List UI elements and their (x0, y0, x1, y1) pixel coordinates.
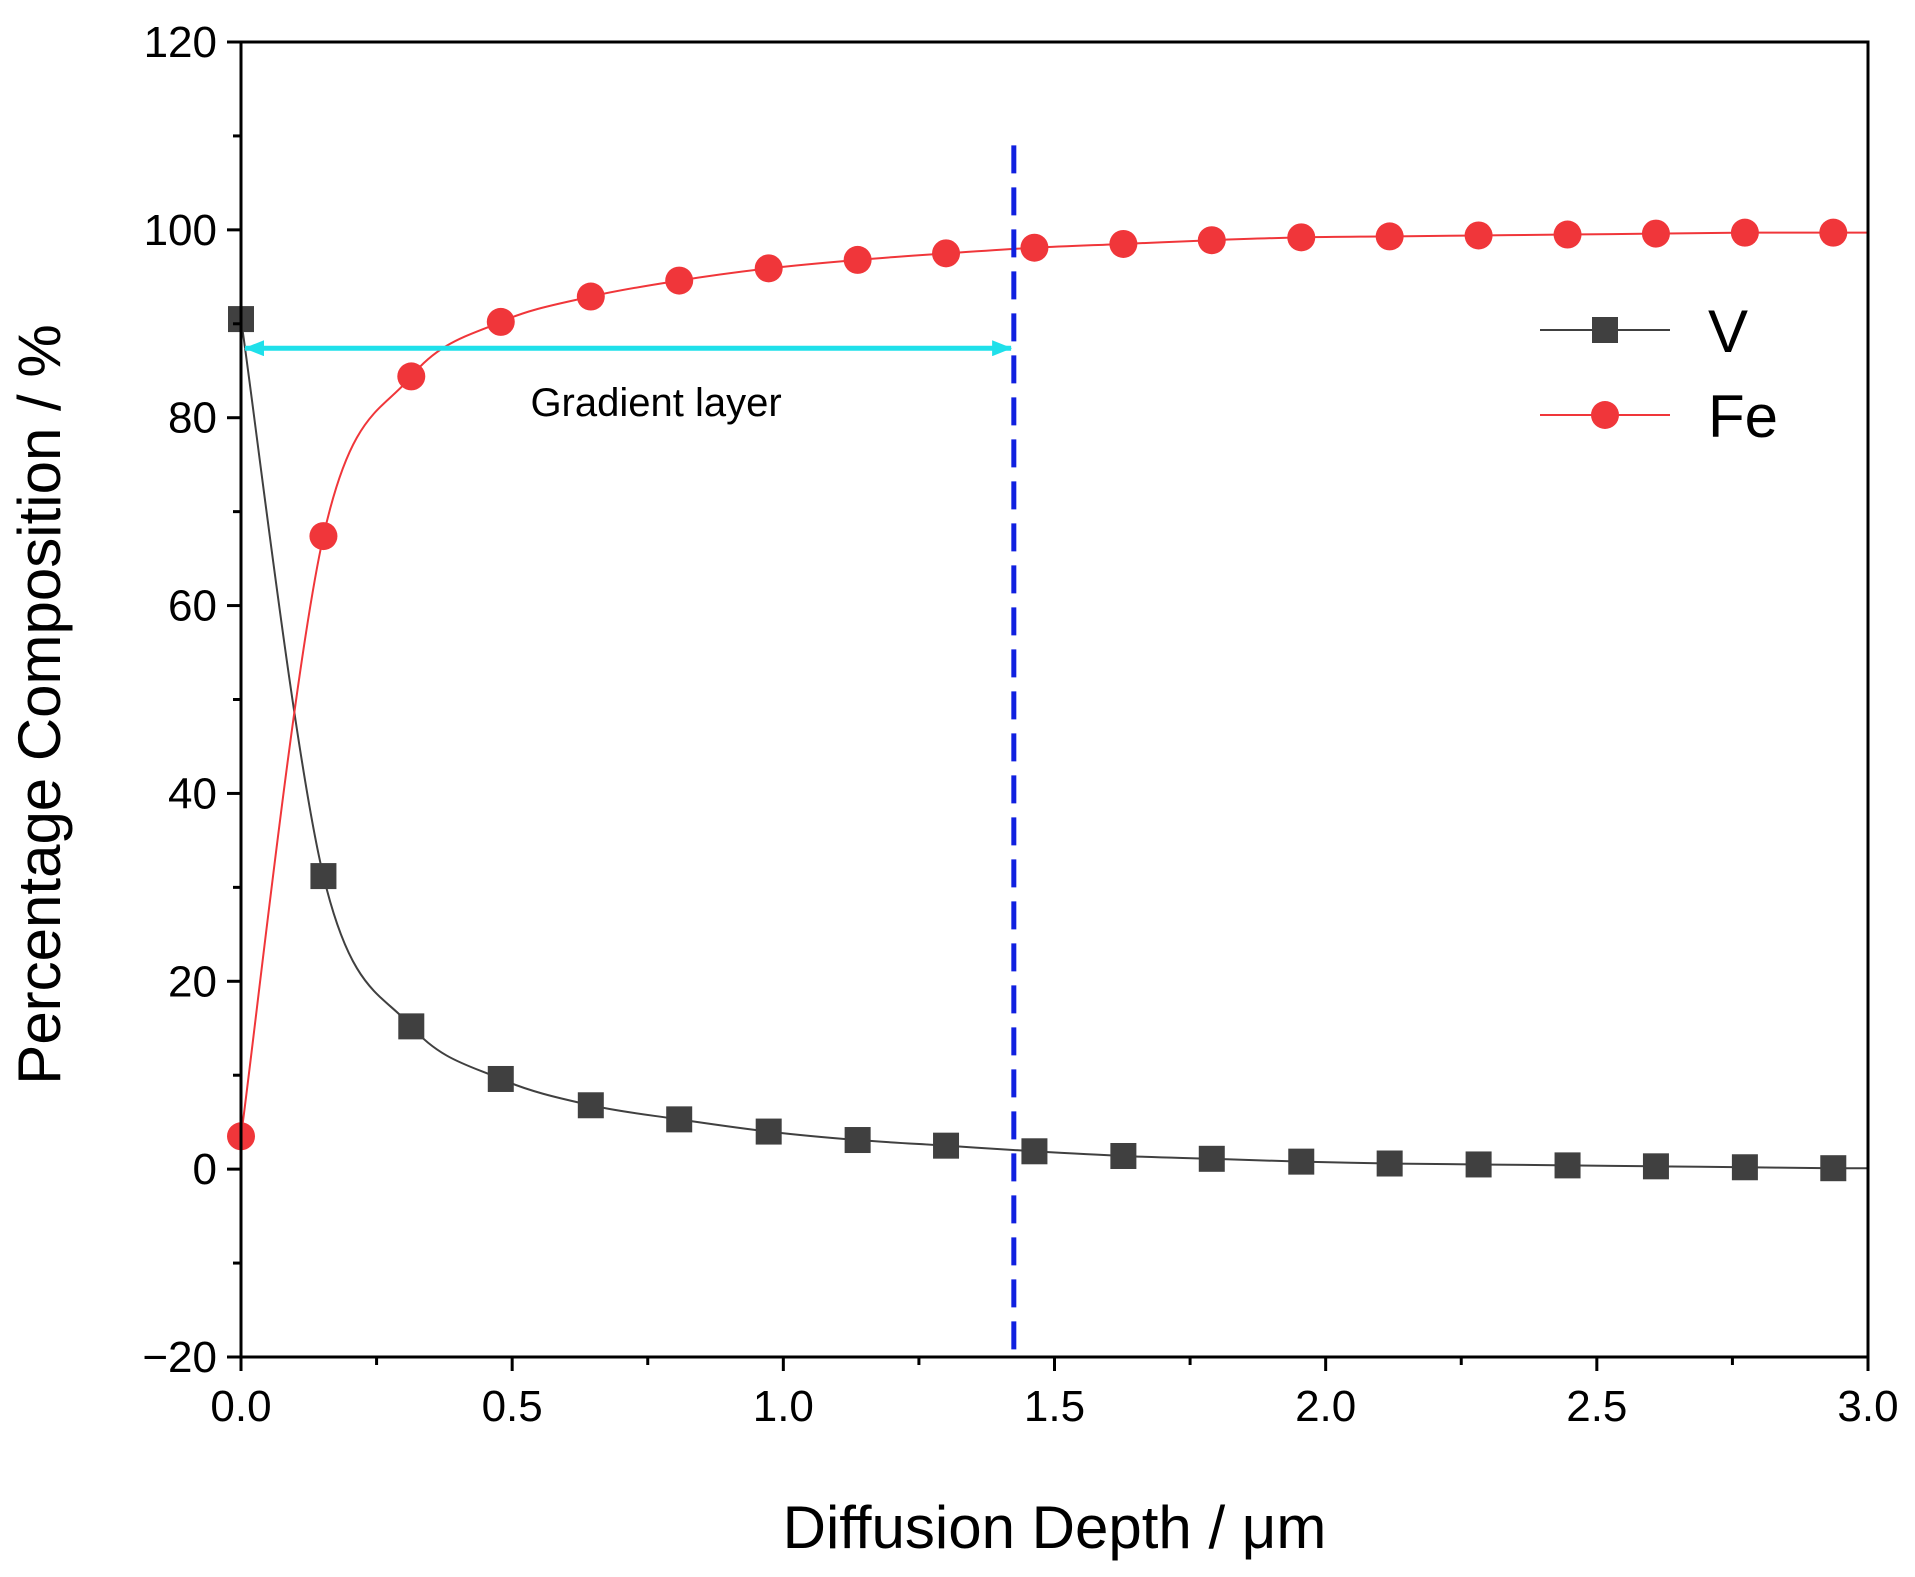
data-point-v (1554, 1152, 1581, 1179)
y-tick-label: −20 (142, 1333, 217, 1382)
y-tick-label: 60 (168, 582, 217, 631)
data-point-fe (754, 254, 783, 283)
data-point-fe (1020, 233, 1049, 262)
data-point-v (1198, 1145, 1225, 1172)
data-point-v (755, 1118, 782, 1145)
data-point-fe (665, 266, 694, 295)
x-tick-label: 0.0 (210, 1382, 271, 1431)
data-point-fe (1553, 220, 1582, 249)
data-point-fe (1641, 219, 1670, 248)
legend-marker-fe (1591, 401, 1619, 429)
y-tick-label: 120 (144, 18, 217, 67)
x-tick-label: 3.0 (1837, 1382, 1898, 1431)
data-point-v (1376, 1150, 1403, 1177)
x-tick-label: 1.0 (753, 1382, 814, 1431)
y-axis-title: Percentage Composition / % (6, 324, 73, 1084)
y-tick-label: 100 (144, 206, 217, 255)
x-tick-label: 1.5 (1024, 1382, 1085, 1431)
data-point-v (1642, 1153, 1669, 1180)
x-tick-label: 2.5 (1566, 1382, 1627, 1431)
legend-marker-v (1592, 317, 1618, 343)
data-point-v (310, 863, 337, 890)
legend: V Fe (1540, 298, 1778, 450)
data-point-fe (1287, 223, 1316, 252)
data-point-fe (1197, 226, 1226, 255)
series-layer (227, 218, 1869, 1182)
gradient-layer-label: Gradient layer (530, 381, 781, 425)
data-point-fe (397, 362, 426, 391)
y-tick-label: 40 (168, 769, 217, 818)
y-tick-label: 80 (168, 394, 217, 443)
data-point-v (487, 1065, 514, 1092)
data-point-fe (843, 245, 872, 274)
legend-label-v: V (1708, 298, 1748, 365)
axis-layer: 0.0 0.5 1.0 1.5 2.0 2.5 3.0 −20 0 20 40 60 80 100 120 (142, 18, 1898, 1431)
data-point-fe (486, 307, 515, 336)
data-point-v (1820, 1155, 1847, 1182)
data-point-fe (932, 239, 961, 268)
data-point-fe (1375, 222, 1404, 251)
x-tick-label: 2.0 (1295, 1382, 1356, 1431)
y-tick-label: 20 (168, 957, 217, 1006)
data-point-v (577, 1092, 604, 1119)
annotation-layer: Gradient layer (244, 145, 1017, 1357)
data-point-fe (1464, 221, 1493, 250)
y-tick-label: 0 (193, 1145, 217, 1194)
data-point-v (666, 1106, 693, 1133)
data-point-v (398, 1013, 425, 1040)
data-point-fe (1109, 229, 1138, 258)
series-line-v (240, 318, 1869, 1170)
series-line-fe (240, 231, 1868, 1137)
x-axis-title: Diffusion Depth / μm (783, 1494, 1327, 1561)
data-point-v (844, 1127, 871, 1154)
data-point-v (1021, 1138, 1048, 1165)
data-point-fe (1819, 218, 1848, 247)
data-point-v (1288, 1148, 1315, 1175)
data-point-v (1465, 1151, 1492, 1178)
legend-label-fe: Fe (1708, 383, 1778, 450)
plot-frame (239, 40, 1870, 1359)
data-point-fe (309, 522, 338, 551)
data-point-fe (1730, 218, 1759, 247)
data-point-v (1731, 1154, 1758, 1181)
data-point-v (933, 1132, 960, 1159)
data-point-fe (576, 282, 605, 311)
x-tick-label: 0.5 (482, 1382, 543, 1431)
data-point-v (1110, 1142, 1137, 1169)
